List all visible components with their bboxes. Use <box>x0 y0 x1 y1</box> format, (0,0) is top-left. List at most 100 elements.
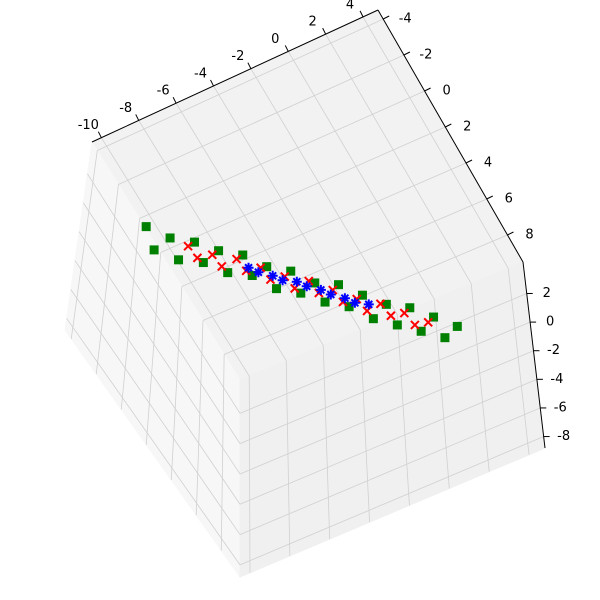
point <box>223 268 233 278</box>
point <box>231 254 242 264</box>
point <box>214 246 224 256</box>
tick-label: 2 <box>543 286 551 301</box>
tick-label: 6 <box>505 192 513 207</box>
tick-mark <box>424 87 431 92</box>
point <box>363 299 374 310</box>
grid-line <box>322 345 331 540</box>
point <box>189 237 199 247</box>
point <box>286 266 296 276</box>
grid-line <box>87 173 241 414</box>
point <box>310 278 320 288</box>
tick-label: 4 <box>346 0 354 12</box>
point <box>368 314 378 324</box>
point <box>267 270 278 281</box>
grid-line <box>359 329 370 523</box>
axis-line <box>91 9 379 143</box>
tick-label: -10 <box>78 118 99 133</box>
grid-line <box>97 18 384 151</box>
point <box>141 222 151 232</box>
tick-mark <box>172 96 177 104</box>
tick-label: 0 <box>546 315 554 330</box>
grid-line <box>285 360 291 556</box>
grid-line <box>175 102 324 346</box>
point <box>416 326 426 336</box>
tick-mark <box>486 195 493 200</box>
point <box>217 261 227 272</box>
tick-mark <box>322 27 327 35</box>
grid-line <box>181 162 467 287</box>
point <box>440 333 450 343</box>
tick-label: 2 <box>463 120 471 135</box>
point <box>296 288 306 298</box>
point <box>386 311 396 321</box>
grid-line <box>138 120 287 361</box>
point <box>183 241 193 251</box>
point <box>253 267 264 278</box>
point <box>452 321 462 331</box>
tick-label: -8 <box>119 101 132 116</box>
tick-label: -6 <box>157 84 170 99</box>
grid-line <box>433 298 450 489</box>
grid-line <box>82 202 241 444</box>
point <box>174 255 184 265</box>
grid-line <box>70 289 241 535</box>
point <box>375 299 386 309</box>
point <box>291 276 302 287</box>
axis-line <box>522 261 546 449</box>
point <box>405 303 415 313</box>
tick-label: 8 <box>525 228 533 243</box>
tick-mark <box>359 10 364 18</box>
point <box>399 308 410 318</box>
grid-line <box>239 350 534 475</box>
grid-line <box>362 16 509 269</box>
point <box>243 262 254 273</box>
point <box>392 320 402 330</box>
axis-line <box>377 9 524 263</box>
point <box>320 297 330 307</box>
grid-line <box>160 126 446 253</box>
tick-label: -8 <box>557 429 570 444</box>
grid-line <box>239 293 527 414</box>
tick-label: -6 <box>554 400 567 415</box>
tick-label: 4 <box>484 156 492 171</box>
point <box>339 293 350 304</box>
tick-mark <box>507 231 514 236</box>
grid-line <box>118 54 405 185</box>
grid-line <box>213 85 361 331</box>
grid-line <box>250 68 398 315</box>
tick-mark <box>247 62 252 69</box>
grid-line <box>239 321 531 445</box>
point <box>277 275 288 286</box>
grid-line <box>139 90 425 219</box>
tick-label: -2 <box>547 343 560 358</box>
tick-mark <box>445 123 452 128</box>
point <box>410 320 420 330</box>
point <box>349 297 360 308</box>
point <box>207 250 217 260</box>
tick-mark <box>465 159 473 164</box>
tick-label: 0 <box>271 32 279 47</box>
point <box>272 284 282 294</box>
grid-line <box>239 407 541 535</box>
point <box>344 302 354 312</box>
grid-line <box>66 318 241 566</box>
point <box>301 281 312 292</box>
point <box>381 299 391 309</box>
grid-line <box>74 260 241 505</box>
point <box>315 284 326 295</box>
grid-line <box>239 436 544 566</box>
tick-mark <box>135 114 140 121</box>
tick-mark <box>284 45 289 52</box>
point <box>247 271 257 281</box>
tick-mark <box>210 79 214 87</box>
point <box>149 245 159 255</box>
point <box>262 262 272 272</box>
grid-line <box>248 376 251 573</box>
tick-label: -4 <box>194 66 207 81</box>
tick-mark <box>97 131 102 138</box>
point <box>165 233 175 243</box>
point <box>357 290 367 300</box>
grid-line <box>239 378 538 505</box>
tick-label: -4 <box>550 372 563 387</box>
point <box>325 289 336 300</box>
